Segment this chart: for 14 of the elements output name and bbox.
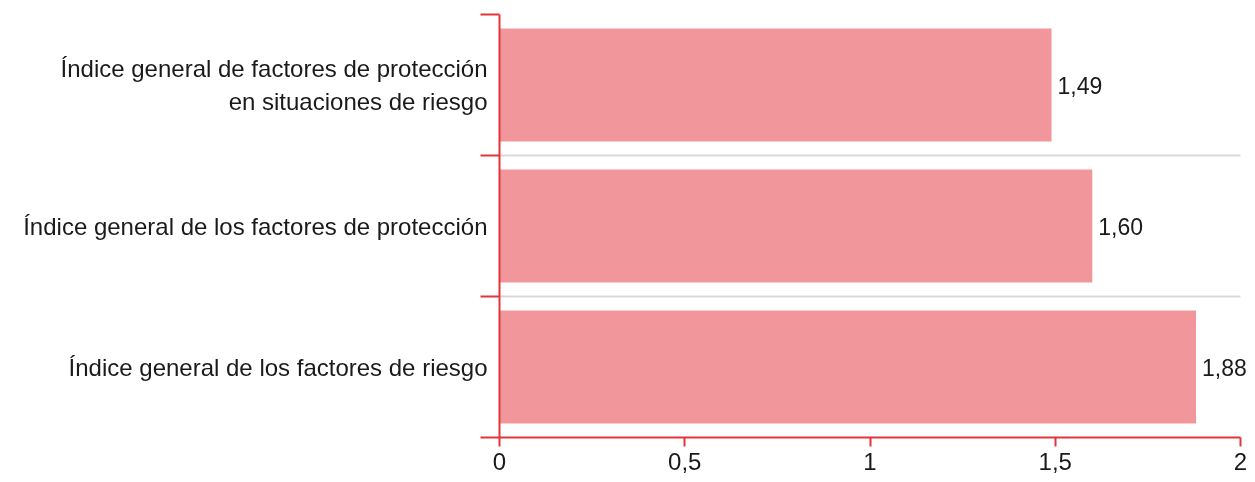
x-tick-label: 2: [1233, 447, 1248, 475]
y-tick-label: Índice general de los factores de riesgo: [68, 353, 488, 381]
y-tick-label: Índice general de factores de protección en situaciones de riesgo: [60, 55, 488, 115]
bar: [499, 169, 1093, 283]
x-tick-label: 0,5: [668, 447, 702, 475]
data-label: 1,88: [1202, 354, 1247, 381]
data-label: 1,49: [1057, 72, 1103, 99]
bar: [499, 310, 1197, 424]
bar: [499, 28, 1052, 142]
x-tick-label: 1: [863, 447, 877, 475]
data-label: 1,60: [1098, 213, 1144, 240]
y-tick-label: Índice general de los factores de protección: [23, 212, 488, 240]
x-tick-label: 0: [492, 447, 507, 475]
x-tick-label: 1,5: [1038, 447, 1072, 475]
